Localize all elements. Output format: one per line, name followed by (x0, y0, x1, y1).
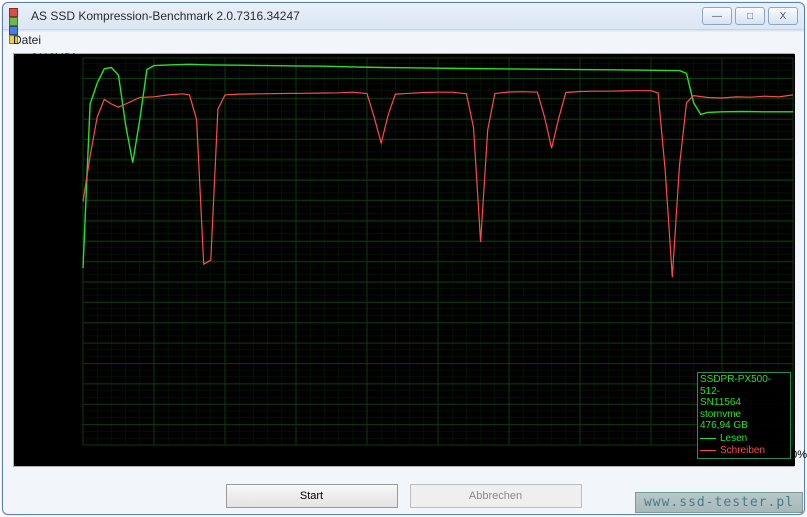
x-tick-label: 10% (143, 449, 165, 461)
y-tick-label: 1079MB/s (30, 317, 80, 329)
y-tick-label: 2487MB/s (30, 134, 80, 146)
y-tick-label: 2331MB/s (30, 154, 80, 166)
legend-device-line: stornvme (700, 409, 788, 421)
titlebar[interactable]: AS SSD Kompression-Benchmark 2.0.7316.34… (3, 3, 804, 30)
legend: SSDPR-PX500-512-SN11564stornvme476,94 GB… (697, 372, 791, 459)
maximize-icon: □ (747, 11, 753, 22)
start-button-label: Start (300, 490, 323, 502)
watermark: www.ssd-tester.pl (635, 492, 803, 513)
y-tick-label: 2956MB/s (30, 72, 80, 84)
x-tick-label: 50% (427, 449, 449, 461)
close-icon: X (780, 11, 787, 22)
y-tick-label: 141MB/s (37, 439, 80, 451)
minimize-icon: — (712, 11, 722, 22)
y-tick-label: 610MB/s (37, 378, 80, 390)
y-tick-label: 1861MB/s (30, 215, 80, 227)
x-tick-label: 40% (356, 449, 378, 461)
window-title: AS SSD Kompression-Benchmark 2.0.7316.34… (31, 9, 300, 23)
legend-item: Schreiben (700, 445, 788, 457)
y-tick-label: 1392MB/s (30, 276, 80, 288)
start-button[interactable]: Start (226, 484, 398, 508)
y-tick-label: 3113MB/s (31, 52, 80, 64)
x-tick-label: 70% (569, 449, 591, 461)
legend-swatch (700, 450, 716, 451)
legend-label: Schreiben (720, 445, 765, 457)
x-tick-label: 20% (214, 449, 236, 461)
legend-device-line: SN11564 (700, 397, 788, 409)
y-tick-label: 2643MB/s (30, 113, 80, 125)
y-tick-label: 1705MB/s (30, 235, 80, 247)
menubar: Datei (3, 30, 804, 50)
y-tick-label: 2174MB/s (30, 174, 80, 186)
close-button[interactable]: X (768, 7, 798, 25)
x-tick-label: 30% (285, 449, 307, 461)
y-tick-label: 454MB/s (37, 398, 80, 410)
legend-item: Lesen (700, 433, 788, 445)
legend-device-line: SSDPR-PX500-512- (700, 374, 788, 397)
x-tick-label: 80% (640, 449, 662, 461)
app-window: AS SSD Kompression-Benchmark 2.0.7316.34… (2, 2, 805, 515)
legend-label: Lesen (720, 433, 747, 445)
abort-button-label: Abbrechen (469, 490, 522, 502)
chart-area: 3113MB/s 2956MB/s 2800MB/s 2643MB/s 2487MB/s… (13, 53, 794, 467)
abort-button: Abbrechen (410, 484, 582, 508)
x-tick-label: 0% (75, 449, 91, 461)
legend-swatch (700, 438, 716, 439)
y-tick-label: 1548MB/s (30, 256, 80, 268)
y-tick-label: 297MB/s (37, 419, 80, 431)
chart-svg (14, 54, 795, 466)
x-tick-label: 60% (498, 449, 520, 461)
y-tick-label: 766MB/s (37, 358, 80, 370)
y-tick-label: 923MB/s (37, 337, 80, 349)
minimize-button[interactable]: — (702, 7, 732, 25)
maximize-button[interactable]: □ (735, 7, 765, 25)
legend-device-line: 476,94 GB (700, 420, 788, 432)
y-tick-label: 2800MB/s (30, 93, 80, 105)
y-tick-label: 1236MB/s (30, 296, 80, 308)
y-tick-label: 2018MB/s (30, 195, 80, 207)
menu-file[interactable]: Datei (13, 33, 41, 47)
app-icon (9, 8, 25, 24)
